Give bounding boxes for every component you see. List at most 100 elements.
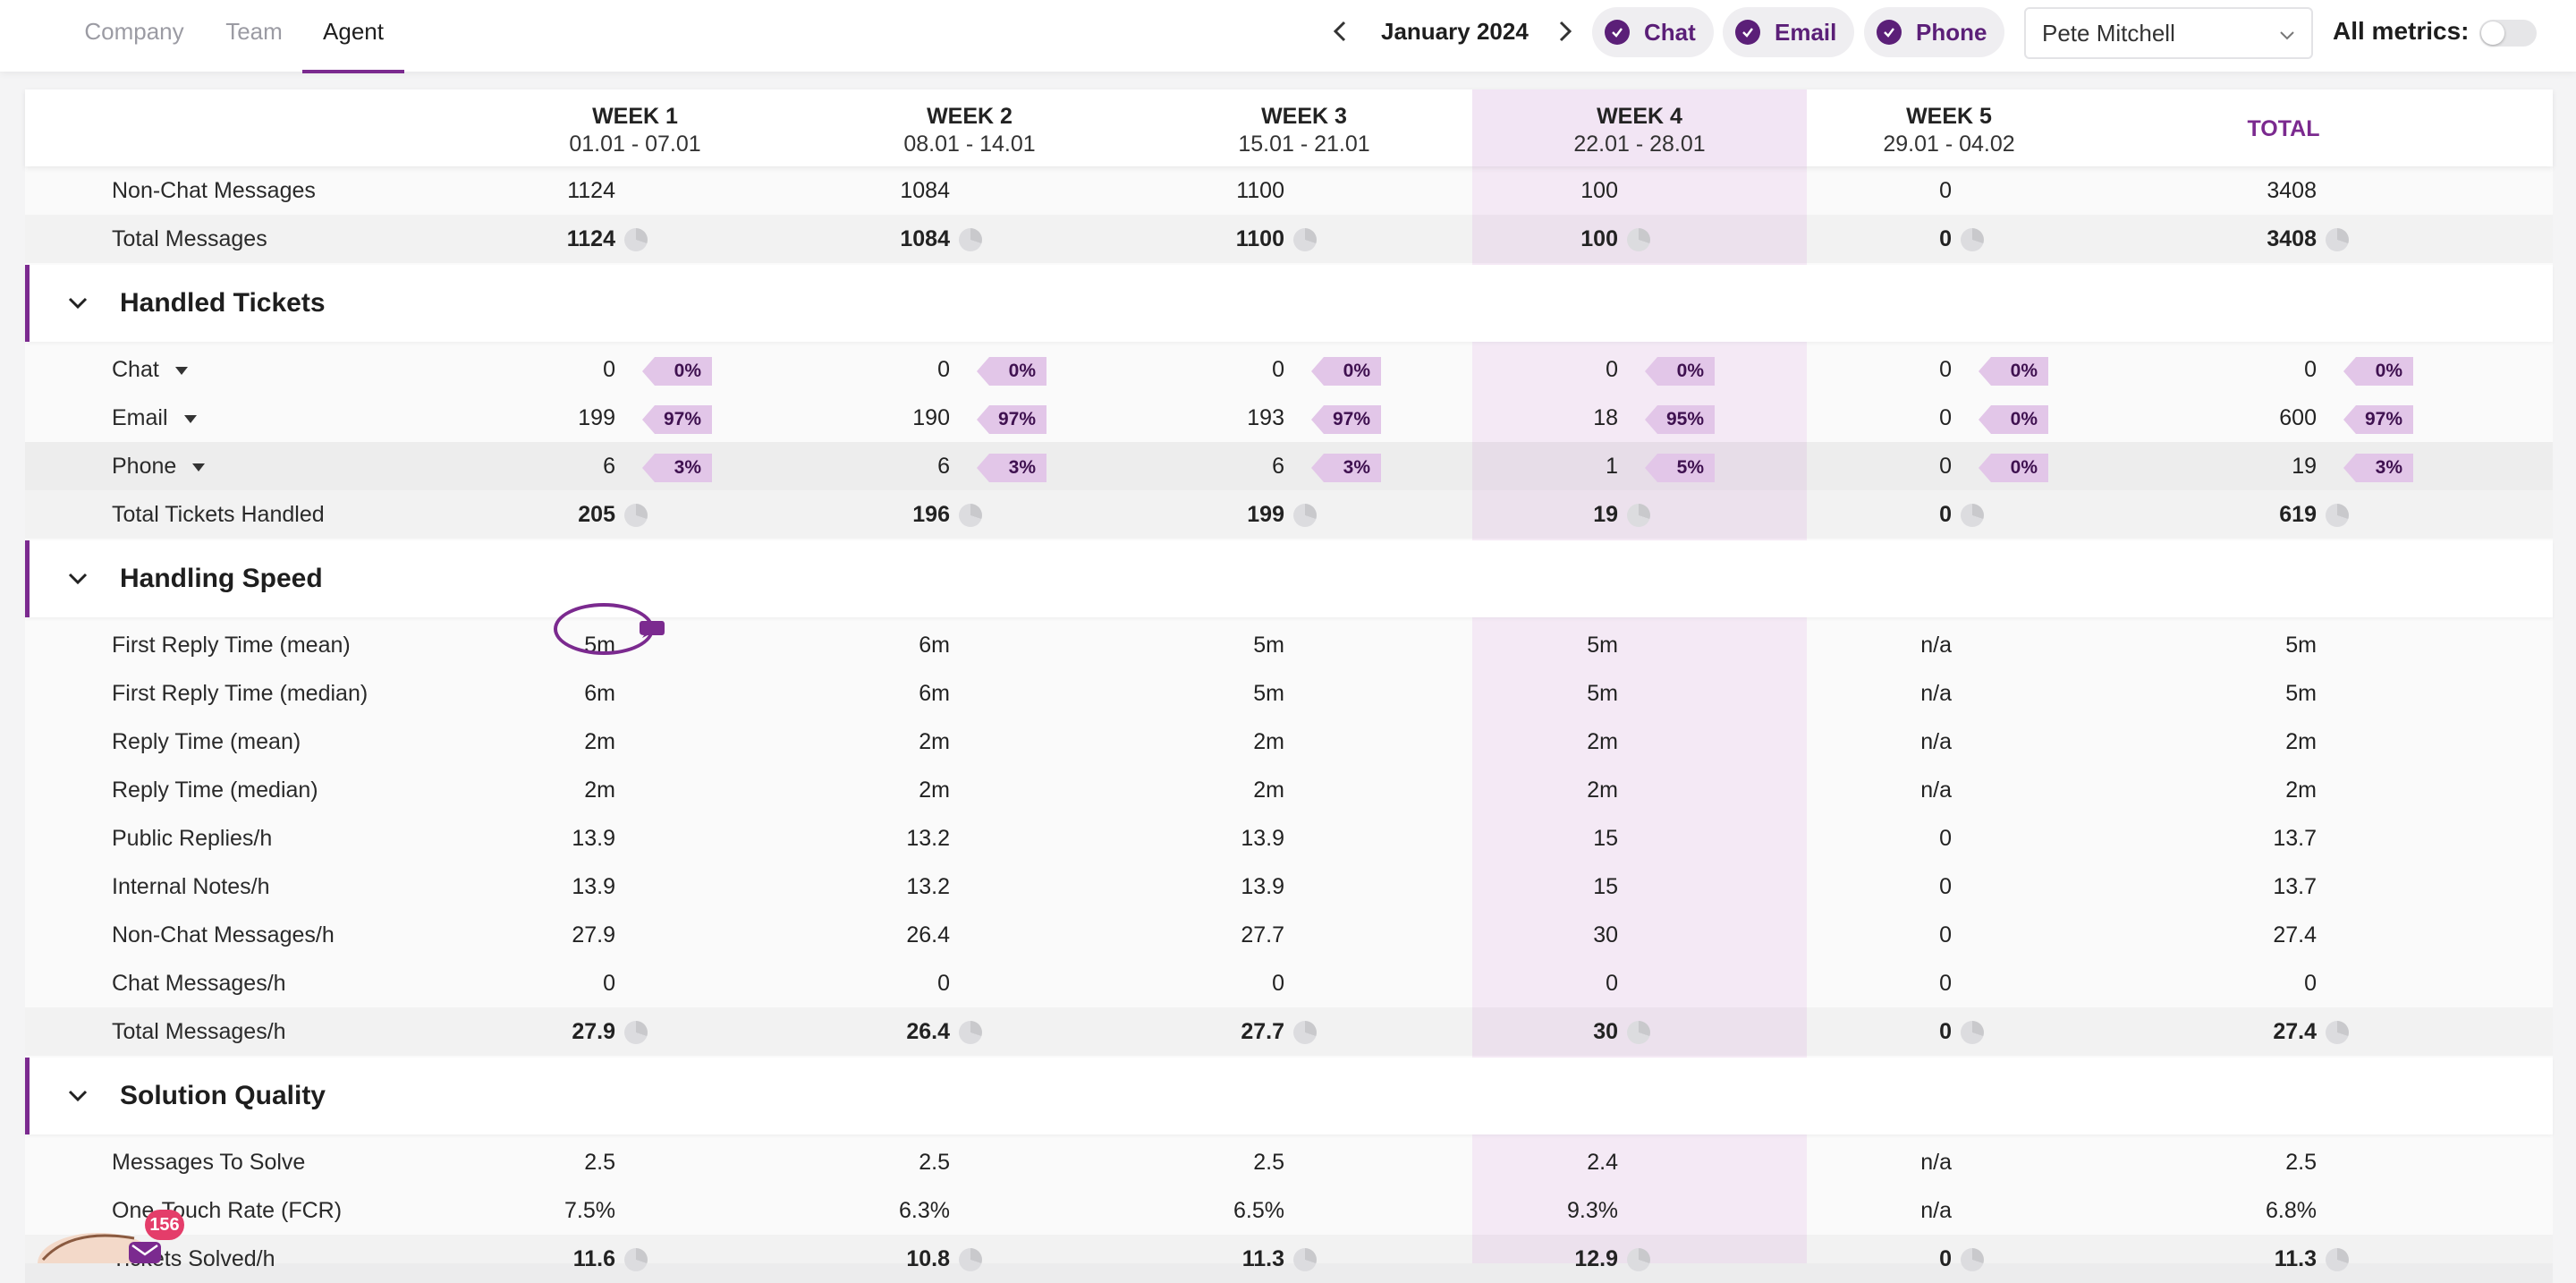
table-row: First Reply Time (mean) 5m 6m 5m 5m n/a 5m	[25, 621, 2553, 669]
table-cell: 100	[1580, 226, 1618, 251]
pie-chart-icon[interactable]	[1961, 1248, 1984, 1271]
pie-chart-icon[interactable]	[1293, 228, 1317, 251]
agent-select[interactable]: Pete Mitchell	[2024, 7, 2313, 59]
table-cell: 13.9	[572, 874, 615, 899]
pie-chart-icon[interactable]	[1961, 228, 1984, 251]
table-cell: 0	[2304, 357, 2317, 382]
pie-chart-icon[interactable]	[2326, 504, 2349, 527]
row-label[interactable]: Phone	[112, 442, 206, 490]
table-cell: 2m	[1587, 777, 1618, 803]
table-cell: 6m	[919, 681, 950, 706]
row-label[interactable]: Email	[112, 394, 197, 442]
agent-select-value: Pete Mitchell	[2042, 20, 2175, 47]
column-header: WEEK 1 01.01 - 07.01 WEEK 2 08.01 - 14.01 WE…	[25, 89, 2553, 166]
pie-chart-icon[interactable]	[1293, 504, 1317, 527]
percent-tag: 0%	[977, 357, 1046, 386]
table-cell: 7.5%	[564, 1198, 615, 1223]
pie-chart-icon[interactable]	[1961, 1021, 1984, 1044]
channel-chip-email[interactable]: Email	[1723, 7, 1855, 57]
caret-down-icon[interactable]	[174, 366, 188, 375]
section-header[interactable]: Handled Tickets	[25, 265, 2553, 342]
pie-chart-icon[interactable]	[624, 1248, 648, 1271]
pie-chart-icon[interactable]	[959, 1021, 982, 1044]
channel-chip-label: Chat	[1644, 18, 1696, 46]
table-cell: 5m	[2285, 681, 2317, 706]
percent-tag: 97%	[642, 405, 712, 434]
table-cell: 2m	[584, 777, 615, 803]
pie-chart-icon[interactable]	[624, 228, 648, 251]
channel-chip-label: Email	[1775, 18, 1837, 46]
table-cell: 2m	[1253, 729, 1284, 754]
table-cell: 6m	[584, 681, 615, 706]
tab-agent[interactable]: Agent	[302, 0, 404, 73]
table-cell: 3408	[2267, 178, 2317, 203]
table-row: Total Tickets Handled 205 196 199 19 0 619	[25, 490, 2553, 539]
column-header-week-2: WEEK 2 08.01 - 14.01	[802, 89, 1137, 166]
pie-chart-icon[interactable]	[959, 504, 982, 527]
chevron-down-icon	[2280, 31, 2294, 40]
pie-chart-icon[interactable]	[1627, 504, 1650, 527]
chevron-down-icon[interactable]	[65, 291, 90, 316]
section-title: Solution Quality	[120, 1081, 326, 1110]
pie-chart-icon[interactable]	[624, 504, 648, 527]
column-header-week-3: WEEK 3 15.01 - 21.01	[1137, 89, 1471, 166]
chevron-down-icon[interactable]	[65, 1083, 90, 1109]
row-label[interactable]: Chat	[112, 345, 188, 394]
column-dates: 22.01 - 28.01	[1573, 132, 1706, 157]
pie-chart-icon[interactable]	[959, 1248, 982, 1271]
channel-chip-chat[interactable]: Chat	[1592, 7, 1714, 57]
caret-down-icon[interactable]	[192, 463, 206, 472]
pie-chart-icon[interactable]	[2326, 228, 2349, 251]
table-cell: 2.5	[1253, 1150, 1284, 1175]
table-cell: 2m	[1253, 777, 1284, 803]
support-widget-avatar[interactable]	[36, 1219, 161, 1263]
notification-badge: 156	[145, 1210, 184, 1240]
chevron-down-icon[interactable]	[65, 566, 90, 591]
pie-chart-icon[interactable]	[1961, 504, 1984, 527]
table-row: Non-Chat Messages/h 27.9 26.4 27.7 30 0 27.4	[25, 911, 2553, 959]
check-icon	[1877, 20, 1902, 45]
table-cell: 1124	[567, 178, 615, 203]
channel-chip-phone[interactable]: Phone	[1864, 7, 2005, 57]
table-cell: 13.7	[2273, 826, 2317, 851]
percent-tag: 3%	[642, 454, 712, 482]
table-cell: 0	[937, 357, 950, 382]
pie-chart-icon[interactable]	[1293, 1248, 1317, 1271]
pie-chart-icon[interactable]	[2326, 1021, 2349, 1044]
pie-chart-icon[interactable]	[1627, 1021, 1650, 1044]
comment-icon[interactable]	[639, 619, 665, 639]
table-cell: 18	[1593, 405, 1618, 430]
row-label-text: Chat	[112, 357, 159, 382]
row-label: First Reply Time (median)	[112, 669, 368, 718]
table-cell: 0	[1939, 826, 1952, 851]
table-cell: 100	[1580, 178, 1618, 203]
table-cell: 15	[1593, 826, 1618, 851]
pie-chart-icon[interactable]	[1627, 1248, 1650, 1271]
pie-chart-icon[interactable]	[2326, 1248, 2349, 1271]
percent-tag: 0%	[642, 357, 712, 386]
chevron-right-icon[interactable]	[1549, 16, 1580, 47]
caret-down-icon[interactable]	[183, 414, 197, 423]
all-metrics-toggle[interactable]	[2479, 20, 2537, 47]
chevron-left-icon[interactable]	[1326, 16, 1356, 47]
column-dates: 29.01 - 04.02	[1883, 132, 2015, 157]
table-cell: 2m	[1587, 729, 1618, 754]
tab-company[interactable]: Company	[84, 18, 184, 45]
pie-chart-icon[interactable]	[1293, 1021, 1317, 1044]
table-cell: 5m	[1253, 633, 1284, 658]
section-header[interactable]: Handling Speed	[25, 540, 2553, 617]
pie-chart-icon[interactable]	[1627, 228, 1650, 251]
column-title: WEEK 5	[1906, 104, 1992, 129]
row-label-text: First Reply Time (mean)	[112, 633, 351, 658]
table-cell: 0	[1939, 1019, 1952, 1044]
pie-chart-icon[interactable]	[959, 228, 982, 251]
section-header[interactable]: Solution Quality	[25, 1058, 2553, 1134]
tab-team[interactable]: Team	[225, 18, 283, 45]
table-cell: 199	[1247, 502, 1284, 527]
row-label: Chat Messages/h	[112, 959, 286, 1007]
column-header-total: TOTAL	[2116, 89, 2451, 166]
table-cell: 2m	[584, 729, 615, 754]
table-cell: 30	[1593, 922, 1618, 947]
pie-chart-icon[interactable]	[624, 1021, 648, 1044]
row-label: Total Messages/h	[112, 1007, 286, 1056]
